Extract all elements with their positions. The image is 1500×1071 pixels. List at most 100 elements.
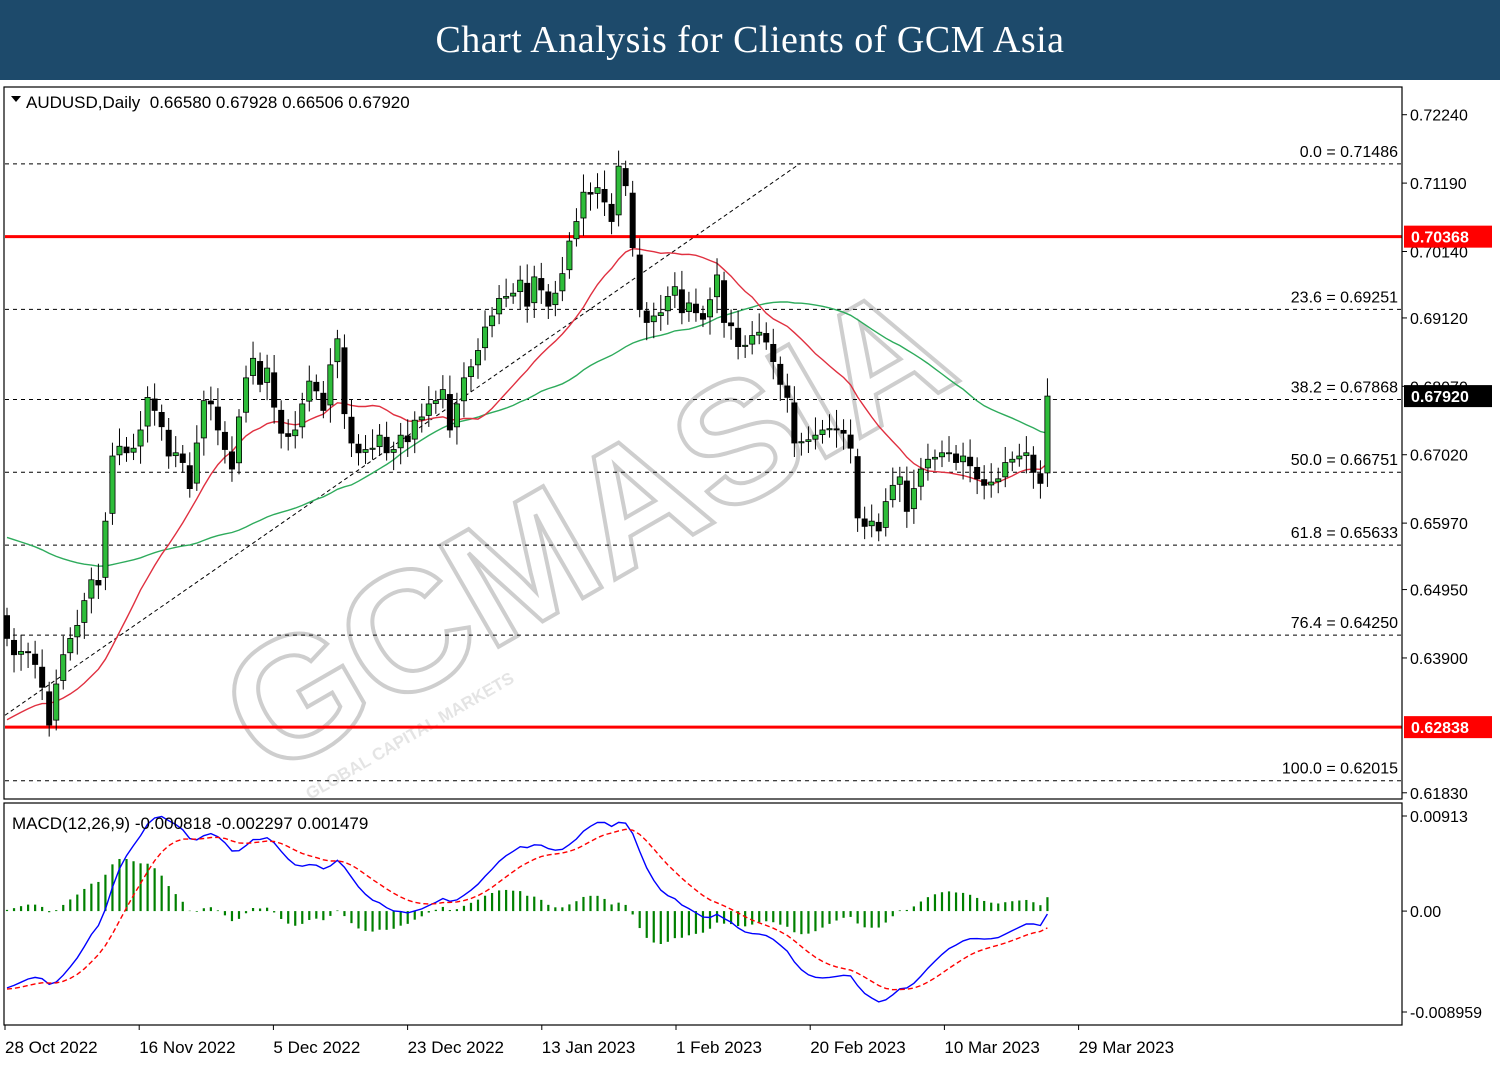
- price-tick-label: 0.65970: [1410, 516, 1468, 533]
- candle-bull: [172, 452, 179, 457]
- candle-bull: [425, 403, 432, 416]
- candle-bull: [798, 441, 805, 444]
- candle-bull: [615, 165, 622, 216]
- candle-bear: [875, 521, 882, 532]
- candle-bull: [517, 279, 524, 293]
- candle-bear: [123, 446, 130, 454]
- candle-bear: [840, 429, 847, 434]
- candle-bull: [819, 429, 826, 435]
- date-tick-label: 28 Oct 2022: [5, 1038, 98, 1057]
- resistance-price-label: 0.70368: [1411, 230, 1469, 247]
- candle-bull: [432, 400, 439, 404]
- candle-bull: [749, 335, 756, 345]
- candle-bull: [467, 366, 474, 377]
- candle-bear: [25, 651, 32, 654]
- candle-bear: [278, 409, 285, 434]
- symbol-ohlc-label: AUDUSD,Daily 0.66580 0.67928 0.66506 0.6…: [26, 93, 410, 112]
- fib-level-label: 23.6 = 0.69251: [1291, 289, 1398, 306]
- candle-bull: [938, 452, 945, 458]
- candle-bull: [868, 520, 875, 527]
- price-tick-label: 0.69120: [1410, 311, 1468, 328]
- price-tick-label: 0.67020: [1410, 448, 1468, 465]
- candle-bull: [482, 326, 489, 349]
- candle-bull: [306, 380, 313, 402]
- candle-bear: [313, 381, 320, 392]
- candle-bear: [629, 192, 636, 248]
- candle-bull: [826, 428, 833, 431]
- candle-bull: [200, 400, 207, 439]
- candle-bull: [243, 377, 250, 413]
- candle-bear: [179, 453, 186, 463]
- candle-bull: [18, 651, 25, 655]
- candle-bull: [988, 481, 995, 486]
- candle-bear: [678, 289, 685, 314]
- candle-bear: [601, 188, 608, 203]
- fib-level-label: 0.0 = 0.71486: [1300, 144, 1398, 161]
- fib-level-label: 61.8 = 0.65633: [1291, 525, 1398, 542]
- candle-bull: [671, 286, 678, 296]
- sma-50-line: [6, 301, 1048, 567]
- date-tick-label: 29 Mar 2023: [1079, 1038, 1174, 1057]
- candle-bear: [207, 400, 214, 405]
- candle-bear: [348, 416, 355, 444]
- candle-bear: [538, 278, 545, 291]
- fibonacci-levels: 0.0 = 0.71486 23.6 = 0.69251 38.2 = 0.6786…: [4, 144, 1402, 782]
- fib-level-label: 76.4 = 0.64250: [1291, 615, 1398, 632]
- support-price-label: 0.62838: [1411, 720, 1469, 737]
- macd-tick-label: -0.008959: [1410, 1005, 1482, 1022]
- candle-bull: [53, 683, 60, 721]
- candle-bull: [889, 484, 896, 501]
- candle-bull: [924, 458, 931, 469]
- axes: 0.722400.711900.701400.691200.680700.670…: [4, 108, 1492, 1057]
- candle-bull: [559, 273, 566, 292]
- date-tick-label: 10 Mar 2023: [944, 1038, 1039, 1057]
- date-tick-label: 13 Jan 2023: [542, 1038, 636, 1057]
- candle-bear: [692, 303, 699, 314]
- candle-bear: [151, 398, 158, 411]
- candle-bear: [285, 433, 292, 437]
- candle-bear: [4, 615, 10, 639]
- candle-bull: [81, 600, 88, 623]
- candle-bear: [861, 518, 868, 527]
- candle-bear: [847, 434, 854, 449]
- candle-bull: [453, 403, 460, 428]
- candle-bear: [1037, 473, 1044, 484]
- support-price-box: [1404, 716, 1492, 739]
- candle-bear: [221, 431, 228, 450]
- candle-bull: [334, 338, 341, 363]
- candle-bull: [531, 276, 538, 304]
- candle-bear: [446, 394, 453, 431]
- candle-bull: [460, 377, 467, 402]
- candle-bull: [264, 367, 271, 383]
- candle-bull: [812, 434, 819, 440]
- candle-bear: [636, 254, 643, 310]
- candle-bull: [88, 579, 95, 599]
- candle-bear: [165, 429, 172, 457]
- symbol-dropdown-icon[interactable]: [11, 96, 21, 102]
- candle-bull: [292, 429, 299, 437]
- candle-bear: [967, 456, 974, 467]
- candle-bull: [418, 416, 425, 421]
- candle-bear: [903, 480, 910, 512]
- candle-bull: [116, 445, 123, 456]
- price-panel-frame: [3, 86, 1403, 800]
- price-tick-label: 0.61830: [1410, 786, 1468, 803]
- candle-bull: [685, 302, 692, 312]
- candle-bull: [946, 452, 953, 455]
- candle-bull: [74, 624, 81, 638]
- fib-level-label: 38.2 = 0.67868: [1291, 379, 1398, 396]
- candle-bear: [186, 465, 193, 489]
- candle-bear: [39, 666, 46, 688]
- candle-bull: [130, 447, 137, 453]
- candle-bull: [995, 478, 1002, 483]
- candle-bear: [643, 310, 650, 323]
- candle-bull: [650, 315, 657, 323]
- candle-bull: [707, 299, 714, 318]
- banner: Chart Analysis for Clients of GCM Asia: [0, 0, 1500, 80]
- chart: GCMASIA GLOBAL CAPITAL MARKETS 0.0 = 0.7…: [0, 80, 1500, 1071]
- candle-bull: [1002, 462, 1009, 478]
- candle-bull: [580, 191, 587, 219]
- candle-bear: [763, 333, 770, 343]
- candle-bull: [566, 240, 573, 271]
- candle-bull: [510, 292, 517, 297]
